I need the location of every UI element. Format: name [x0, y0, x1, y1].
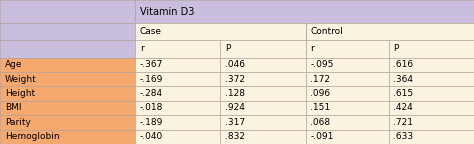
Text: r: r: [310, 44, 314, 53]
Text: .616: .616: [393, 60, 413, 69]
Bar: [306, 23, 474, 40]
Bar: [135, 101, 220, 115]
Bar: [0, 40, 135, 58]
Text: .096: .096: [310, 89, 330, 98]
Bar: [306, 115, 389, 130]
Text: Case: Case: [140, 27, 162, 36]
Text: P: P: [393, 44, 399, 53]
Bar: [135, 130, 220, 144]
Bar: [0, 72, 135, 86]
Text: .924: .924: [225, 104, 245, 112]
Bar: [135, 0, 474, 23]
Text: BMI: BMI: [5, 104, 21, 112]
Bar: [389, 130, 474, 144]
Bar: [306, 130, 389, 144]
Text: -.284: -.284: [140, 89, 163, 98]
Bar: [220, 86, 306, 101]
Bar: [389, 40, 474, 58]
Bar: [220, 115, 306, 130]
Text: .151: .151: [310, 104, 330, 112]
Bar: [306, 72, 389, 86]
Text: Control: Control: [310, 27, 343, 36]
Bar: [0, 23, 135, 40]
Bar: [220, 130, 306, 144]
Bar: [0, 101, 135, 115]
Bar: [220, 40, 306, 58]
Bar: [0, 86, 135, 101]
Bar: [0, 58, 135, 72]
Bar: [135, 40, 220, 58]
Bar: [135, 86, 220, 101]
Text: .046: .046: [225, 60, 245, 69]
Text: Hemoglobin: Hemoglobin: [5, 132, 59, 141]
Bar: [0, 0, 135, 23]
Text: .615: .615: [393, 89, 413, 98]
Bar: [306, 101, 389, 115]
Bar: [306, 86, 389, 101]
Bar: [0, 115, 135, 130]
Text: .633: .633: [393, 132, 413, 141]
Bar: [135, 23, 306, 40]
Bar: [389, 86, 474, 101]
Text: -.367: -.367: [140, 60, 163, 69]
Bar: [220, 58, 306, 72]
Text: .372: .372: [225, 75, 245, 84]
Text: .832: .832: [225, 132, 245, 141]
Text: -.095: -.095: [310, 60, 334, 69]
Text: -.018: -.018: [140, 104, 163, 112]
Text: Height: Height: [5, 89, 35, 98]
Bar: [135, 72, 220, 86]
Bar: [0, 130, 135, 144]
Bar: [389, 58, 474, 72]
Text: .068: .068: [310, 118, 330, 127]
Text: -.189: -.189: [140, 118, 163, 127]
Bar: [135, 58, 220, 72]
Bar: [135, 115, 220, 130]
Text: r: r: [140, 44, 144, 53]
Text: Weight: Weight: [5, 75, 36, 84]
Text: .128: .128: [225, 89, 245, 98]
Bar: [389, 115, 474, 130]
Bar: [389, 101, 474, 115]
Text: P: P: [225, 44, 230, 53]
Text: .424: .424: [393, 104, 413, 112]
Text: Age: Age: [5, 60, 22, 69]
Text: Vitamin D3: Vitamin D3: [140, 6, 194, 17]
Text: -.169: -.169: [140, 75, 163, 84]
Bar: [389, 72, 474, 86]
Text: .317: .317: [225, 118, 245, 127]
Bar: [306, 58, 389, 72]
Text: .364: .364: [393, 75, 413, 84]
Bar: [220, 101, 306, 115]
Text: Parity: Parity: [5, 118, 31, 127]
Bar: [220, 72, 306, 86]
Text: .172: .172: [310, 75, 330, 84]
Bar: [306, 40, 389, 58]
Text: .721: .721: [393, 118, 413, 127]
Text: -.091: -.091: [310, 132, 334, 141]
Text: -.040: -.040: [140, 132, 163, 141]
